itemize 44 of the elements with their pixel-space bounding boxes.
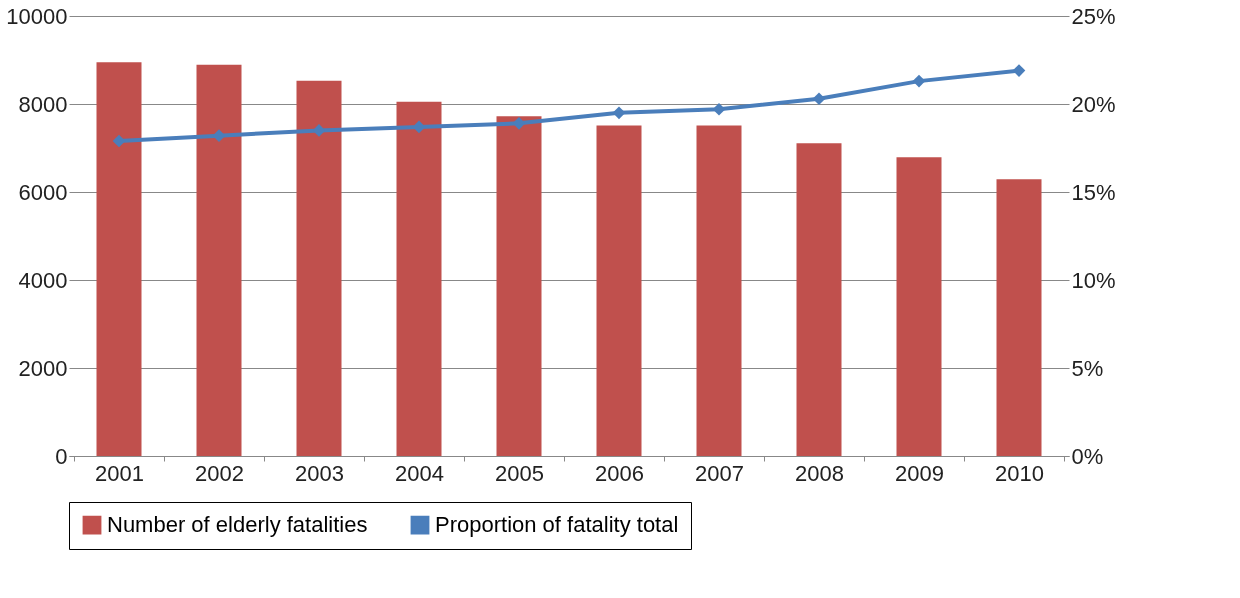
y-tick-label: 4000 [18, 267, 68, 293]
y2-tick-label: 5% [1071, 355, 1104, 381]
y2-tick-label: 0% [1071, 443, 1104, 469]
x-tick-label: 2007 [695, 460, 744, 486]
bar [496, 116, 542, 456]
y2-tick-label: 10% [1071, 267, 1116, 293]
point [212, 129, 226, 143]
x-tick-label: 2002 [195, 460, 244, 486]
bar [296, 80, 342, 456]
point [812, 92, 826, 106]
point [912, 74, 926, 88]
point [112, 134, 126, 148]
point [712, 102, 726, 116]
point [512, 117, 526, 130]
legend-label: Proportion of fatality total [435, 512, 679, 538]
x-tick-label: 2006 [595, 460, 644, 486]
point [312, 124, 326, 137]
x-tick-label: 2001 [95, 460, 144, 486]
point [412, 120, 426, 134]
x-tick-label: 2005 [495, 460, 544, 486]
bar [996, 179, 1042, 456]
x-tick-label: 2008 [795, 460, 844, 486]
bar [896, 157, 942, 456]
y2-tick-label: 20% [1071, 91, 1116, 117]
y-tick-label: 8000 [18, 91, 68, 117]
point [612, 106, 626, 120]
x-tick-label: 2009 [895, 460, 944, 486]
y-tick-label: 0 [55, 443, 68, 469]
legend-label: Number of elderly fatalities [107, 512, 368, 538]
y-tick-label: 10000 [6, 3, 68, 29]
bar [696, 125, 742, 456]
x-tick-label: 2003 [295, 460, 344, 486]
point [1012, 64, 1026, 77]
bar [796, 143, 842, 456]
bar [96, 62, 142, 456]
bar [396, 101, 442, 456]
bar [596, 125, 642, 456]
x-tick-label: 2004 [395, 460, 444, 486]
y-tick-label: 6000 [18, 179, 68, 205]
x-tick-label: 2010 [995, 460, 1044, 486]
bar [196, 64, 242, 456]
y-tick-label: 2000 [18, 355, 68, 381]
y2-tick-label: 25% [1071, 3, 1116, 29]
y2-tick-label: 15% [1071, 179, 1116, 205]
